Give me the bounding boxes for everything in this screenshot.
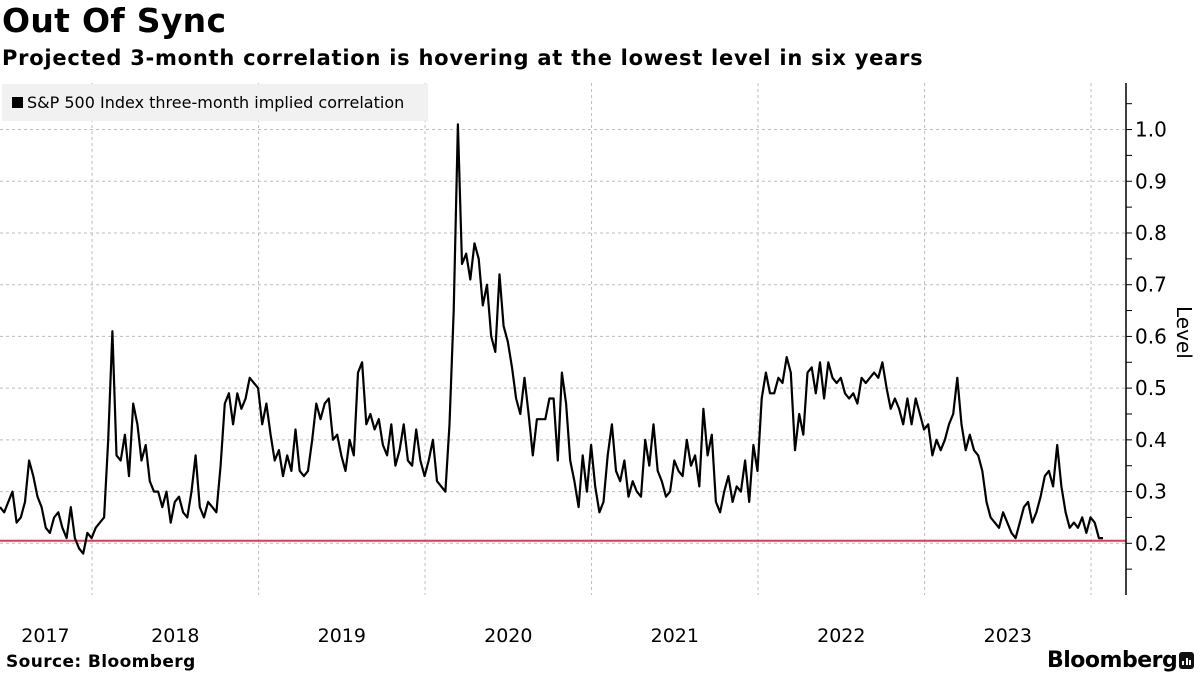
bloomberg-chart-icon	[1179, 652, 1194, 669]
x-tick-label: 2019	[318, 625, 366, 647]
y-tick-label: 0.8	[1135, 221, 1167, 245]
x-tick-label: 2021	[651, 625, 699, 647]
y-tick-label: 0.5	[1135, 376, 1167, 400]
series-line-implied-correlation	[0, 123, 1103, 555]
x-tick-label: 2022	[817, 625, 865, 647]
legend: S&P 500 Index three-month implied correl…	[2, 84, 428, 121]
x-tick-label: 2023	[984, 625, 1032, 647]
x-tick-label: 2018	[151, 625, 199, 647]
y-tick-label: 0.7	[1135, 273, 1167, 297]
legend-label: S&P 500 Index three-month implied correl…	[27, 92, 405, 112]
y-axis-title: Level	[1172, 306, 1196, 359]
y-tick-label: 0.3	[1135, 480, 1167, 504]
chart-title: Out Of Sync	[2, 1, 227, 40]
y-tick-label: 0.9	[1135, 169, 1167, 193]
y-tick-label: 0.4	[1135, 428, 1167, 452]
y-tick-label: 1.0	[1135, 118, 1167, 142]
y-tick-label: 0.6	[1135, 324, 1167, 348]
x-axis-labels: 2017 2018 2019 2020 2021 2022 2023	[21, 625, 1032, 647]
bloomberg-logo: Bloomberg	[1047, 648, 1178, 673]
y-tick-label: 0.2	[1135, 531, 1167, 555]
legend-swatch	[12, 97, 23, 108]
x-tick-label: 2017	[21, 625, 69, 647]
y-axis: 0.2 0.3 0.4 0.5 0.6 0.7 0.8 0.9 1.0	[1125, 83, 1167, 595]
chart-subtitle: Projected 3-month correlation is hoverin…	[2, 46, 924, 70]
gridlines	[0, 83, 1126, 595]
source-note: Source: Bloomberg	[6, 652, 196, 672]
x-tick-label: 2020	[484, 625, 532, 647]
